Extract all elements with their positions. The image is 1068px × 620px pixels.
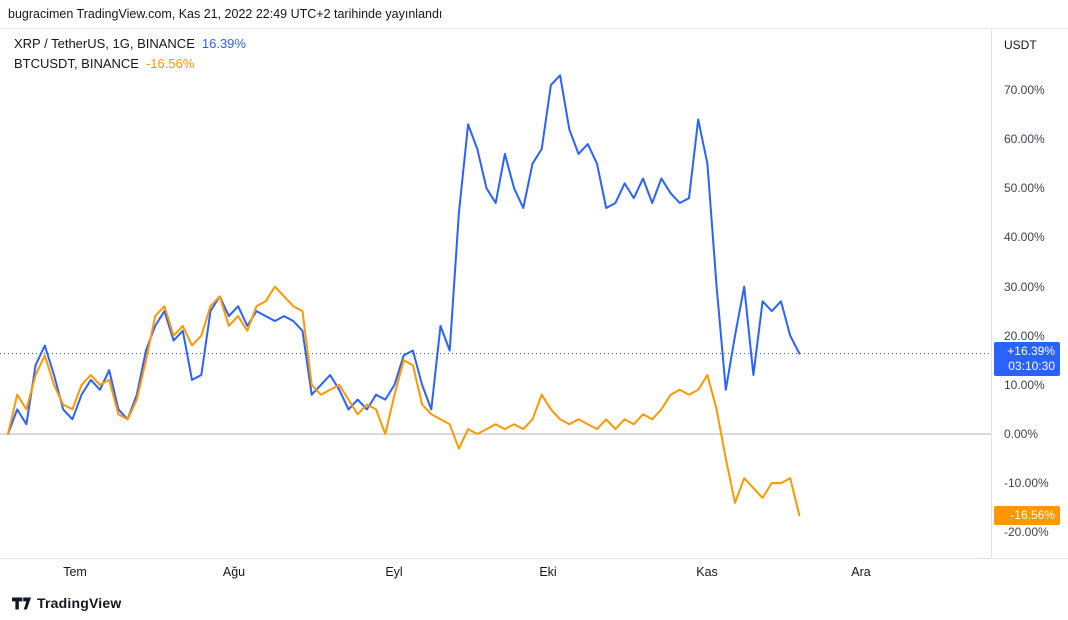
- footer: TradingView: [12, 595, 121, 611]
- price-scale[interactable]: USDT 70.00% 60.00% 50.00% 40.00% 30.00% 20.00…: [991, 29, 1068, 558]
- price-tick: -10.00%: [1004, 476, 1049, 490]
- price-tick: 50.00%: [1004, 181, 1045, 195]
- legend-row-btc[interactable]: BTCUSDT, BINANCE -16.56%: [14, 56, 246, 71]
- legend-symbol-xrp[interactable]: XRP / TetherUS, 1G, BINANCE: [14, 36, 195, 51]
- time-tick-5: Ara: [851, 565, 871, 579]
- bar-countdown: 03:10:30: [1008, 359, 1055, 373]
- time-axis[interactable]: Tem Ağu Eyl Eki Kas Ara: [0, 558, 1068, 585]
- btc-line[interactable]: [7, 285, 801, 517]
- legend-change-btc: -16.56%: [145, 56, 195, 71]
- price-tick: 60.00%: [1004, 132, 1045, 146]
- time-tick-1: Ağu: [222, 565, 246, 579]
- legend-row-xrp[interactable]: XRP / TetherUS, 1G, BINANCE 16.39%: [14, 36, 246, 51]
- price-tick: 10.00%: [1004, 378, 1045, 392]
- time-tick-4: Kas: [696, 565, 718, 579]
- price-tick: -20.00%: [1004, 525, 1049, 539]
- price-chart[interactable]: [0, 29, 991, 558]
- legend: XRP / TetherUS, 1G, BINANCE 16.39% BTCUS…: [14, 36, 246, 76]
- tradingview-brand-text[interactable]: TradingView: [37, 595, 122, 611]
- time-tick-2: Eyl: [385, 565, 403, 579]
- price-tick: 40.00%: [1004, 230, 1045, 244]
- time-tick-0: Tem: [63, 565, 87, 579]
- btc-price-label: -16.56%: [994, 506, 1060, 525]
- xrp-line[interactable]: [7, 74, 801, 435]
- price-scale-currency: USDT: [1004, 38, 1037, 52]
- price-tick: 30.00%: [1004, 280, 1045, 294]
- legend-change-xrp: 16.39%: [201, 36, 246, 51]
- xrp-last-change: +16.39%: [1007, 344, 1055, 358]
- time-tick-3: Eki: [539, 565, 557, 579]
- attribution-text: bugracimen TradingView.com, Kas 21, 2022…: [8, 7, 443, 21]
- price-tick: 70.00%: [1004, 83, 1045, 97]
- chart-area[interactable]: XRP / TetherUS, 1G, BINANCE 16.39% BTCUS…: [0, 28, 1068, 585]
- price-tick: 20.00%: [1004, 329, 1045, 343]
- price-tick: 0.00%: [1004, 427, 1039, 441]
- xrp-price-label: +16.39% 03:10:30: [994, 342, 1060, 376]
- tradingview-logo-icon[interactable]: [12, 596, 31, 610]
- legend-symbol-btc[interactable]: BTCUSDT, BINANCE: [14, 56, 139, 71]
- btc-last-change: -16.56%: [1010, 508, 1055, 522]
